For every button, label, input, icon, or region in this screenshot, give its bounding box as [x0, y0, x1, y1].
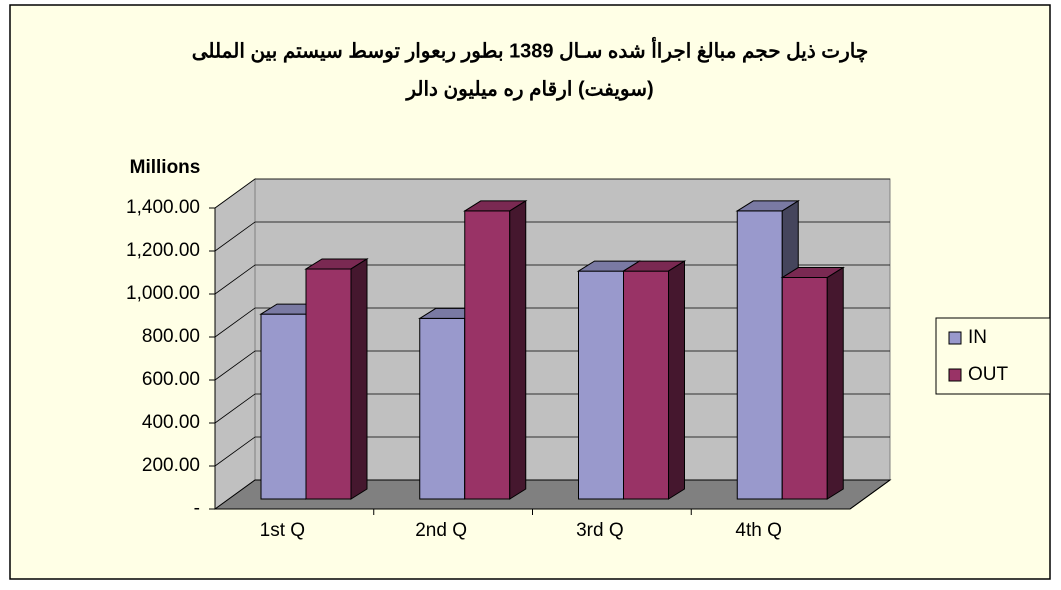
bar-side [509, 199, 527, 500]
bar-side [350, 258, 368, 500]
x-tick-label: 2nd Q [415, 520, 467, 541]
legend-swatch [948, 331, 962, 345]
bar-side [668, 260, 685, 500]
bar [304, 258, 369, 500]
x-tick-label: 1st Q [260, 520, 305, 541]
legend-label: IN [968, 327, 987, 348]
x-tick-label: 4th Q [735, 520, 781, 541]
y-tick-label: - [194, 498, 200, 519]
x-tick-label: 3rd Q [576, 520, 624, 541]
y-tick-label: 200.00 [142, 455, 200, 476]
bar-front [781, 277, 828, 500]
legend-label: OUT [968, 364, 1009, 385]
y-tick-label: 1,000.00 [126, 283, 200, 304]
y-tick-label: 400.00 [142, 412, 200, 433]
grid-line [214, 178, 890, 209]
bar-front [623, 270, 669, 500]
grid-line [214, 221, 890, 252]
bar-front [578, 270, 624, 500]
bar-front [464, 210, 511, 500]
chart-title: (سویفت) ارقام ره میلیون دالر [404, 78, 653, 101]
bar [621, 260, 687, 500]
y-tick-label: 1,400.00 [126, 197, 200, 218]
y-axis-label: Millions [130, 157, 201, 178]
bar-side [826, 266, 844, 500]
y-tick-label: 1,200.00 [126, 240, 200, 261]
x-axis-depth [849, 479, 891, 510]
y-tick-label: 800.00 [142, 326, 200, 347]
bar [780, 266, 845, 500]
bar-front [260, 313, 307, 500]
chart-title: چارت ذیل حجم مبالغ اجراأ شده سـال 1389 ب… [192, 36, 868, 63]
bar-front [419, 317, 466, 500]
bar-front [305, 268, 352, 500]
y-tick-label: 600.00 [142, 369, 200, 390]
side-wall [214, 178, 256, 510]
bar-front [736, 210, 783, 500]
legend-swatch [948, 368, 962, 382]
bar [463, 199, 528, 500]
